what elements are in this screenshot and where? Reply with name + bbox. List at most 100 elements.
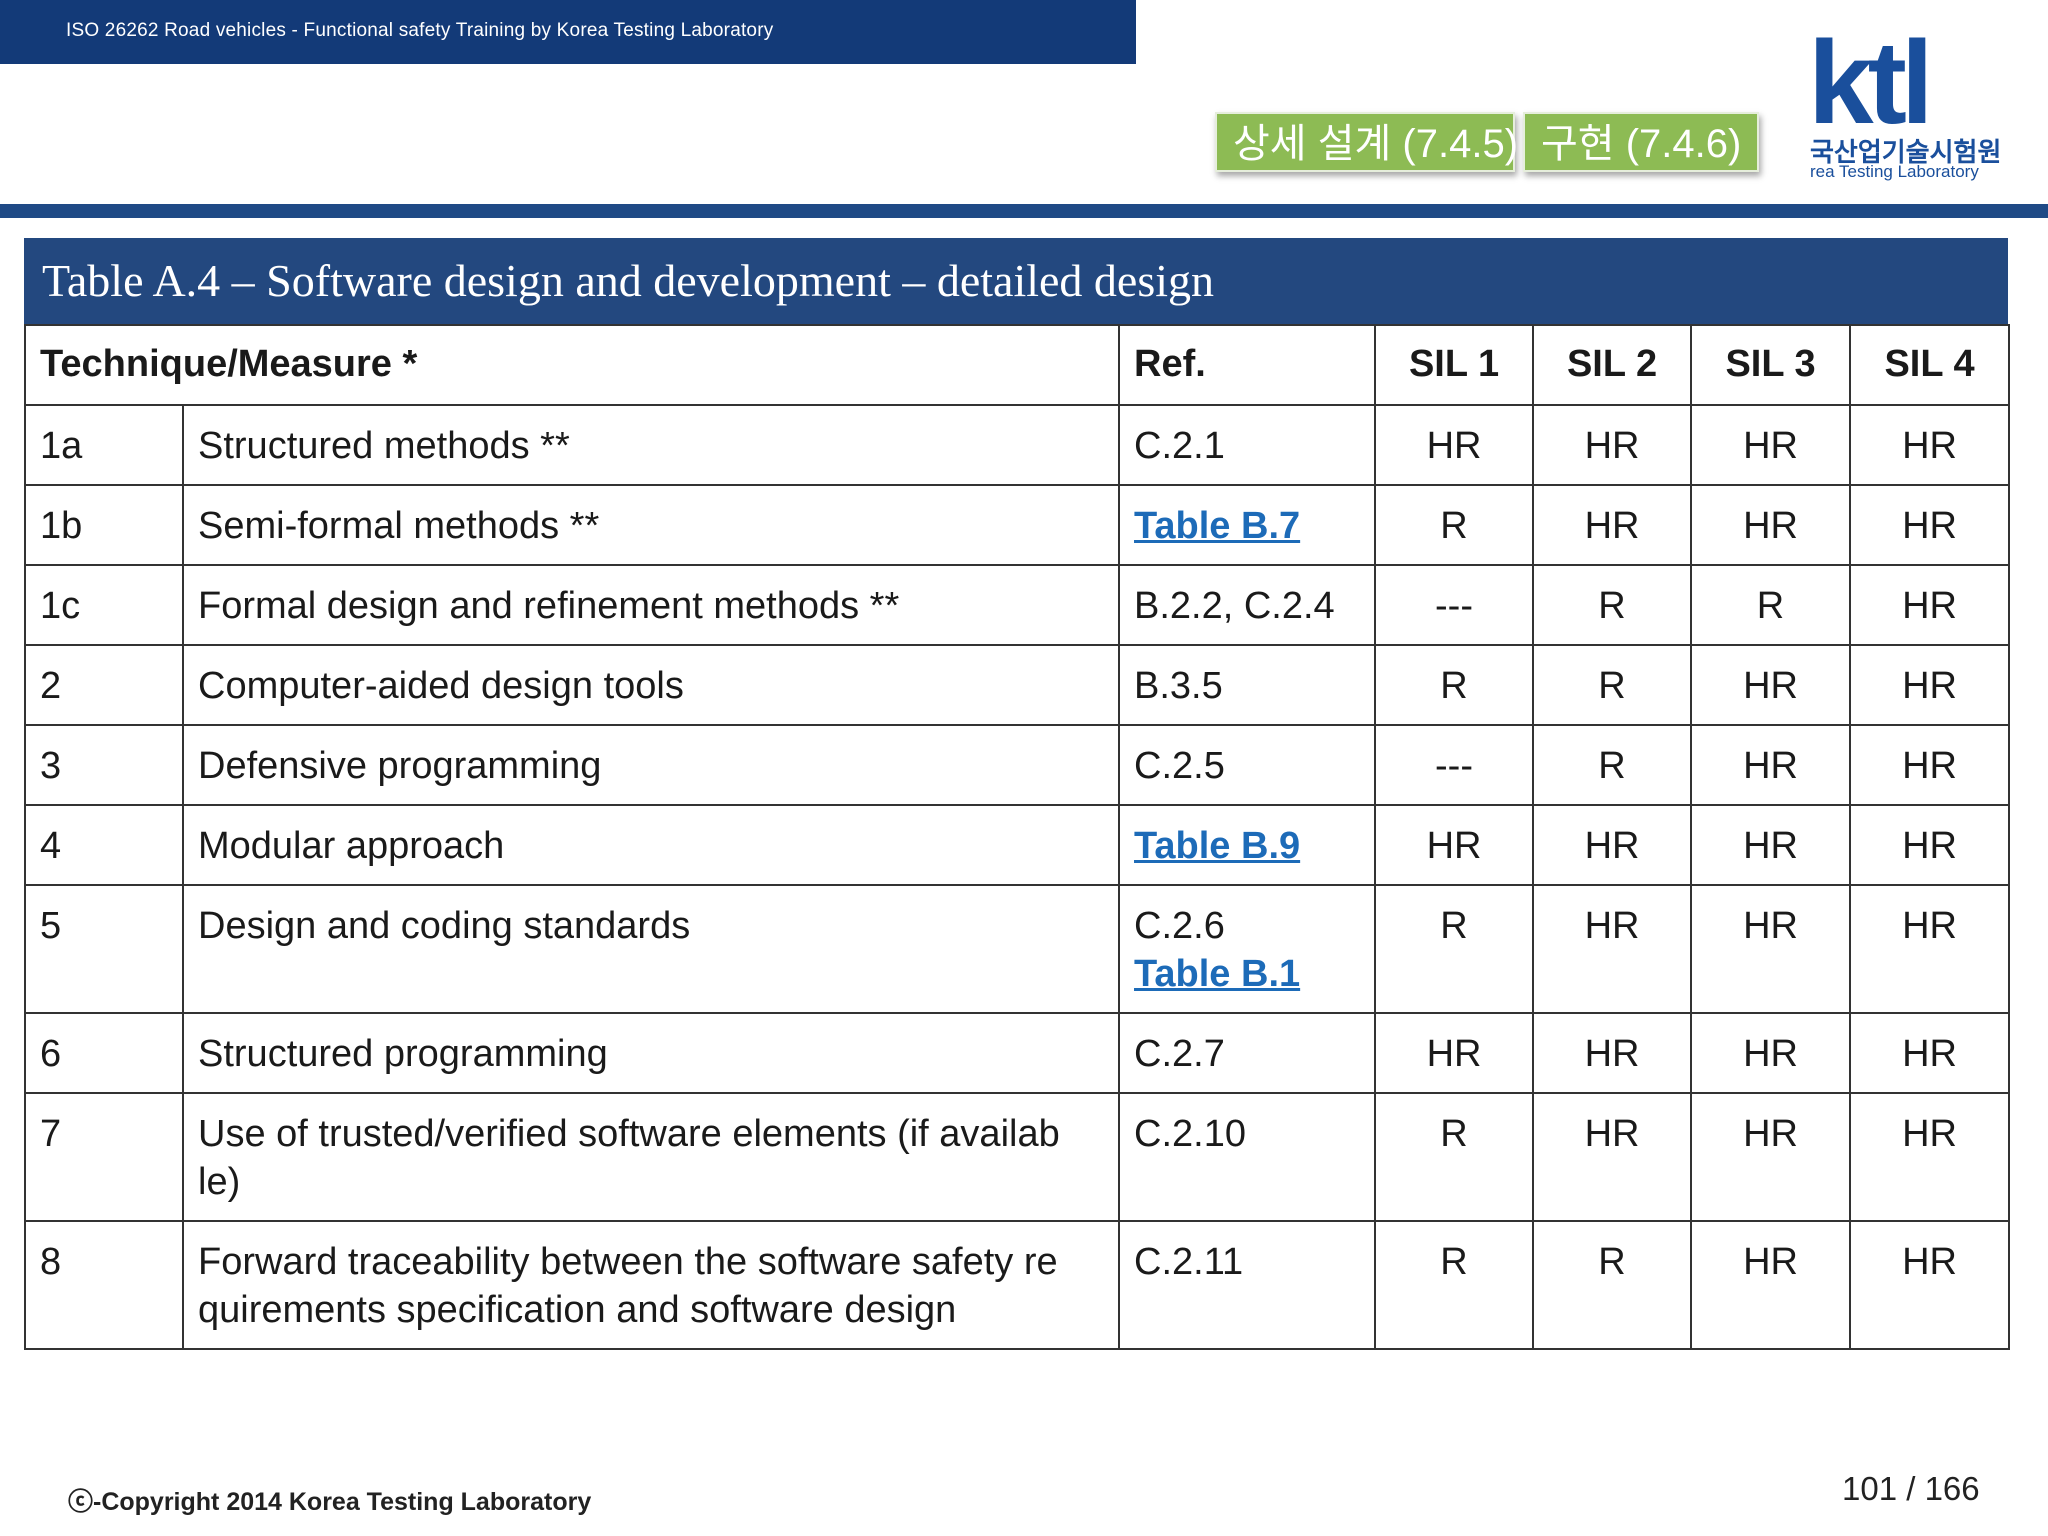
- table-row: 3 Defensive programming C.2.5 --- R HR H…: [24, 724, 2011, 806]
- sil3-value: HR: [1690, 1012, 1852, 1094]
- row-ref: Table B.7: [1118, 484, 1377, 566]
- header-sil2: SIL 2: [1532, 324, 1693, 406]
- sil4-value: HR: [1849, 1092, 2011, 1222]
- row-technique: Formal design and refinement methods **: [181, 564, 1121, 646]
- sil2-value: HR: [1532, 884, 1693, 1014]
- sil2-value: R: [1532, 724, 1693, 806]
- table-row: 1a Structured methods ** C.2.1 HR HR HR …: [24, 404, 2011, 486]
- row-technique: Computer-aided design tools: [181, 644, 1121, 726]
- sil3-value: HR: [1690, 1220, 1852, 1350]
- logo-mark: ktl: [1808, 17, 1934, 149]
- table-row: 6 Structured programming C.2.7 HR HR HR …: [24, 1012, 2011, 1094]
- sil2-value: HR: [1532, 1092, 1693, 1222]
- row-technique: Use of trusted/verified software element…: [181, 1092, 1121, 1222]
- logo-korean-name: 국산업기술시험원: [1810, 137, 2002, 167]
- row-id: 7: [24, 1092, 184, 1222]
- tab-detailed-design[interactable]: 상세 설계 (7.4.5): [1215, 112, 1518, 172]
- course-title: ISO 26262 Road vehicles - Functional saf…: [66, 20, 774, 41]
- sil1-value: R: [1374, 1092, 1535, 1222]
- row-id: 5: [24, 884, 184, 1014]
- sil2-value: R: [1532, 1220, 1693, 1350]
- sil3-value: R: [1690, 564, 1852, 646]
- row-id: 4: [24, 804, 184, 886]
- row-id: 3: [24, 724, 184, 806]
- row-technique: Semi-formal methods **: [181, 484, 1121, 566]
- row-id: 2: [24, 644, 184, 726]
- sil3-value: HR: [1690, 644, 1852, 726]
- sil1-value: HR: [1374, 804, 1535, 886]
- sil3-value: HR: [1690, 724, 1852, 806]
- table-title: Table A.4 – Software design and developm…: [24, 238, 2008, 324]
- row-technique: Structured methods **: [181, 404, 1121, 486]
- sil2-value: R: [1532, 564, 1693, 646]
- sil2-value: HR: [1532, 804, 1693, 886]
- ref-link-table-b1[interactable]: Table B.1: [1134, 953, 1301, 995]
- row-id: 1c: [24, 564, 184, 646]
- sil1-value: R: [1374, 484, 1535, 566]
- sil4-value: HR: [1849, 724, 2011, 806]
- tab-implementation[interactable]: 구현 (7.4.6): [1523, 112, 1759, 172]
- sil4-value: HR: [1849, 804, 2011, 886]
- sil1-value: R: [1374, 644, 1535, 726]
- row-ref: C.2.10: [1118, 1092, 1377, 1222]
- sil4-value: HR: [1849, 1012, 2011, 1094]
- ktl-logo: ktl 국산업기술시험원 rea Testing Laboratory: [1808, 17, 2048, 188]
- row-ref: Table B.9: [1118, 804, 1377, 886]
- header-divider: [0, 204, 2048, 218]
- row-technique: Forward traceability between the softwar…: [181, 1220, 1121, 1350]
- row-ref: C.2.11: [1118, 1220, 1377, 1350]
- row-technique: Design and coding standards: [181, 884, 1121, 1014]
- sil4-value: HR: [1849, 1220, 2011, 1350]
- page-number: 101 / 166: [1842, 1470, 1980, 1507]
- sil2-value: HR: [1532, 404, 1693, 486]
- sil2-value: R: [1532, 644, 1693, 726]
- sil1-value: ---: [1374, 564, 1535, 646]
- sil3-value: HR: [1690, 484, 1852, 566]
- header-technique: Technique/Measure *: [23, 324, 1121, 406]
- sil4-value: HR: [1849, 564, 2011, 646]
- table-row: 2 Computer-aided design tools B.3.5 R R …: [24, 644, 2011, 726]
- row-ref: C.2.1: [1118, 404, 1377, 486]
- sil2-value: HR: [1532, 484, 1693, 566]
- header-sil1: SIL 1: [1374, 324, 1535, 406]
- sil3-value: HR: [1690, 804, 1852, 886]
- row-ref: C.2.7: [1118, 1012, 1377, 1094]
- table-row: 4 Modular approach Table B.9 HR HR HR HR: [24, 804, 2011, 886]
- sil2-value: HR: [1532, 1012, 1693, 1094]
- row-ref: B.3.5: [1118, 644, 1377, 726]
- sil1-value: R: [1374, 884, 1535, 1014]
- row-ref: C.2.5: [1118, 724, 1377, 806]
- row-technique: Structured programming: [181, 1012, 1121, 1094]
- sil4-value: HR: [1849, 884, 2011, 1014]
- sil1-value: ---: [1374, 724, 1535, 806]
- row-id: 1b: [24, 484, 184, 566]
- table-row: 7 Use of trusted/verified software eleme…: [24, 1092, 2011, 1222]
- sil3-value: HR: [1690, 404, 1852, 486]
- table-row: 1b Semi-formal methods ** Table B.7 R HR…: [24, 484, 2011, 566]
- sil4-value: HR: [1849, 484, 2011, 566]
- technique-table: Technique/Measure * Ref. SIL 1 SIL 2 SIL…: [23, 324, 2011, 1350]
- sil-table: Table A.4 – Software design and developm…: [23, 238, 2011, 1350]
- sil1-value: HR: [1374, 1012, 1535, 1094]
- header-sil3: SIL 3: [1690, 324, 1852, 406]
- row-technique: Defensive programming: [181, 724, 1121, 806]
- header-sil4: SIL 4: [1849, 324, 2011, 406]
- table-row: 1c Formal design and refinement methods …: [24, 564, 2011, 646]
- footer-copyright: ⓒ-Copyright 2014 Korea Testing Laborator…: [68, 1488, 592, 1516]
- row-id: 1a: [24, 404, 184, 486]
- logo-english-name: rea Testing Laboratory: [1810, 162, 1979, 181]
- sil4-value: HR: [1849, 644, 2011, 726]
- ref-link-table-b9[interactable]: Table B.9: [1134, 825, 1301, 867]
- row-id: 6: [24, 1012, 184, 1094]
- section-tabs: 상세 설계 (7.4.5) 구현 (7.4.6): [1215, 112, 1759, 172]
- sil3-value: HR: [1690, 884, 1852, 1014]
- sil1-value: R: [1374, 1220, 1535, 1350]
- sil1-value: HR: [1374, 404, 1535, 486]
- header-ref: Ref.: [1118, 324, 1377, 406]
- ref-link-table-b7[interactable]: Table B.7: [1134, 505, 1301, 547]
- row-id: 8: [24, 1220, 184, 1350]
- header-bar: ISO 26262 Road vehicles - Functional saf…: [0, 0, 1136, 64]
- sil4-value: HR: [1849, 404, 2011, 486]
- table-row: 8 Forward traceability between the softw…: [24, 1220, 2011, 1350]
- row-ref: C.2.6 Table B.1: [1118, 884, 1377, 1014]
